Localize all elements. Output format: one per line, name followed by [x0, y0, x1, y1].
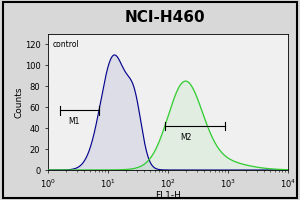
Y-axis label: Counts: Counts — [14, 86, 23, 118]
X-axis label: FL1-H: FL1-H — [155, 191, 181, 200]
Text: M2: M2 — [180, 133, 192, 142]
Text: M1: M1 — [68, 117, 80, 126]
Text: NCI-H460: NCI-H460 — [125, 10, 205, 25]
Text: control: control — [53, 40, 80, 49]
